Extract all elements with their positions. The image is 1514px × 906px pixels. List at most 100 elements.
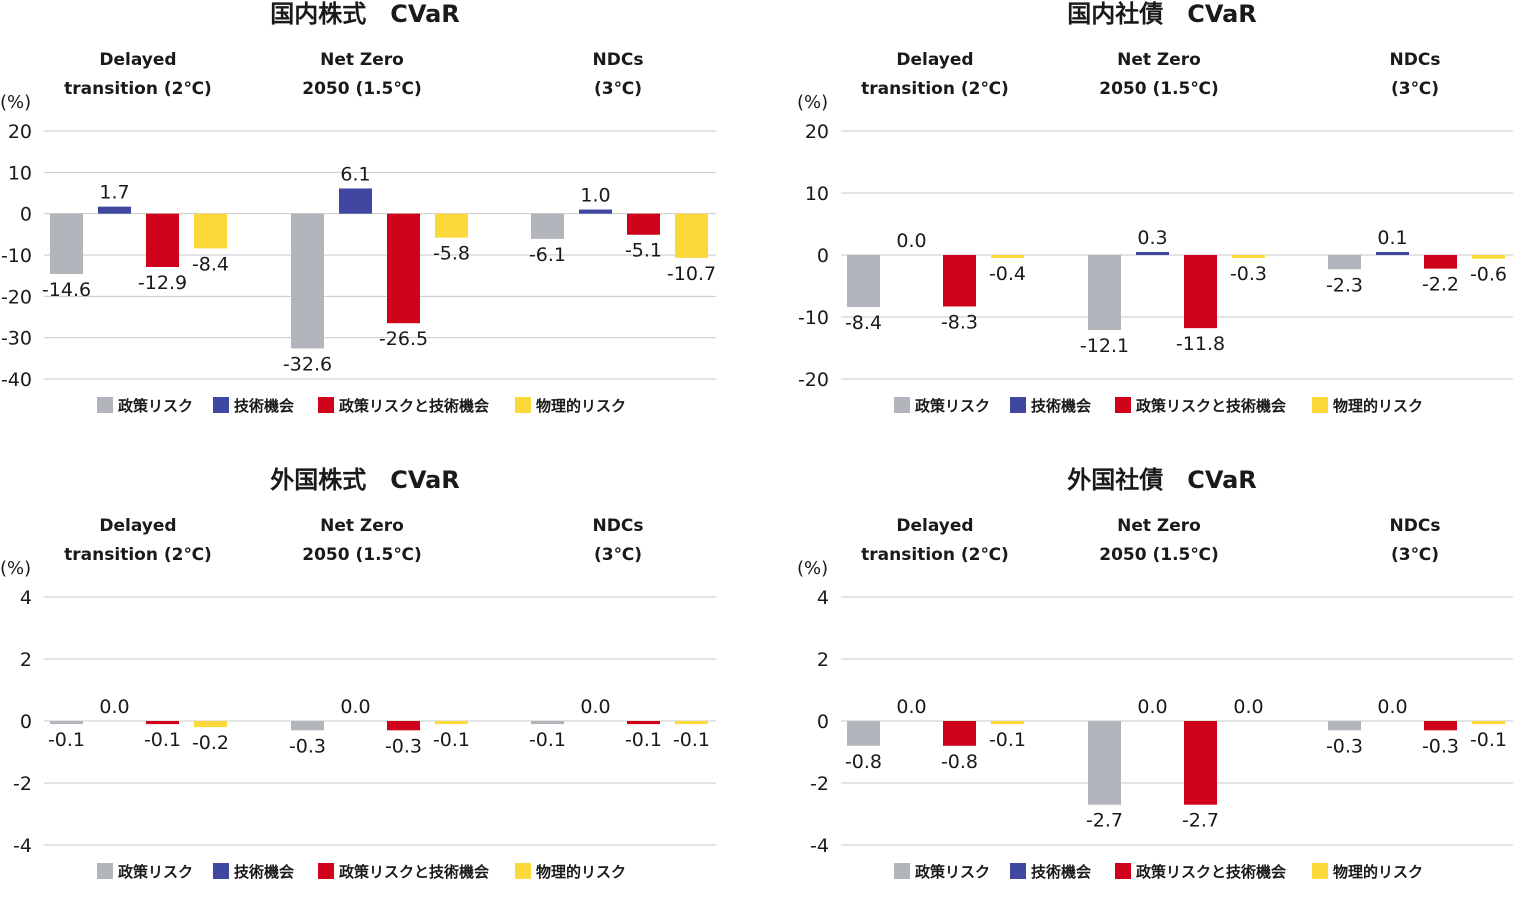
bar-ndcs-policy-risk: [1328, 721, 1361, 731]
bar-delayed-combined: [943, 721, 976, 746]
data-label: -8.4: [192, 253, 229, 275]
legend-swatch-physical-risk: [515, 397, 531, 413]
data-label: -11.8: [1176, 333, 1225, 355]
data-label: -0.1: [433, 729, 470, 751]
y-tick-label: 4: [20, 587, 32, 609]
legend-swatch-combined: [318, 863, 334, 879]
scenario-label-ndcs-line2: (3℃): [1391, 79, 1439, 99]
scenario-label-ndcs-line2: (3℃): [594, 79, 642, 99]
bar-ndcs-combined: [627, 721, 660, 725]
legend-swatch-policy-risk: [894, 397, 910, 413]
legend-label-combined: 政策リスクと技術機会: [339, 397, 489, 415]
y-tick-label: 10: [805, 183, 829, 205]
bar-netzero-combined: [1184, 255, 1217, 329]
bar-delayed-combined: [943, 255, 976, 307]
data-label: -0.1: [1470, 729, 1507, 751]
scenario-label-ndcs-line1: NDCs: [593, 516, 644, 536]
y-tick-label: -4: [13, 835, 32, 857]
y-tick-label: 20: [805, 121, 829, 143]
data-label: 0.0: [340, 696, 370, 718]
bar-ndcs-physical-risk: [675, 213, 708, 258]
scenario-label-delayed-line2: transition (2℃): [861, 545, 1009, 565]
data-label: -12.9: [138, 272, 187, 294]
bar-delayed-policy-risk: [847, 721, 880, 746]
bar-delayed-combined: [146, 721, 179, 725]
bar-netzero-tech-opportunity: [1136, 252, 1169, 255]
scenario-label-delayed-line2: transition (2℃): [861, 79, 1009, 99]
bar-netzero-combined: [387, 721, 420, 731]
scenario-label-ndcs-line2: (3℃): [594, 545, 642, 565]
bar-netzero-policy-risk: [291, 721, 324, 731]
data-label: -0.1: [144, 729, 181, 751]
bar-ndcs-physical-risk: [675, 721, 708, 725]
legend-label-physical-risk: 物理的リスク: [536, 863, 626, 881]
data-label: 6.1: [340, 163, 370, 185]
data-label: -0.3: [1230, 263, 1267, 285]
legend-swatch-combined: [1115, 397, 1131, 413]
scenario-label-delayed-line2: transition (2℃): [64, 79, 212, 99]
scenario-label-ndcs-line2: (3℃): [1391, 545, 1439, 565]
data-label: -2.7: [1182, 810, 1219, 832]
data-label: -32.6: [283, 353, 332, 375]
bar-ndcs-physical-risk: [1472, 255, 1505, 259]
data-label: -12.1: [1080, 335, 1129, 357]
data-label: -0.1: [673, 729, 710, 751]
chart-svg: 国内社債 CVaR Delayed transition (2℃) Net Zero 2…: [797, 0, 1513, 415]
scenario-label-ndcs-line1: NDCs: [1390, 50, 1441, 70]
legend-swatch-physical-risk: [1312, 863, 1328, 879]
y-axis-unit-label: (%): [797, 558, 828, 579]
scenario-label-netzero-line1: Net Zero: [1117, 516, 1201, 536]
y-axis-unit-label: (%): [0, 558, 31, 579]
y-tick-label: 20: [8, 121, 32, 143]
bar-ndcs-policy-risk: [1328, 255, 1361, 270]
data-label: -2.7: [1086, 810, 1123, 832]
bar-delayed-policy-risk: [50, 721, 83, 725]
data-label: -0.2: [192, 732, 229, 754]
legend-swatch-combined: [1115, 863, 1131, 879]
legend-swatch-tech-opportunity: [1010, 863, 1026, 879]
data-label: -5.1: [625, 240, 662, 262]
y-tick-label: 0: [20, 204, 32, 226]
bar-delayed-tech-opportunity: [98, 206, 131, 214]
chart-domestic-bonds: 国内社債 CVaR Delayed transition (2℃) Net Zero 2…: [797, 0, 1514, 440]
bar-ndcs-policy-risk: [531, 721, 564, 725]
bar-ndcs-combined: [1424, 255, 1457, 269]
data-label: -0.3: [1422, 735, 1459, 757]
y-tick-label: 2: [20, 649, 32, 671]
legend-swatch-combined: [318, 397, 334, 413]
data-label: -6.1: [529, 244, 566, 266]
scenario-label-ndcs-line1: NDCs: [593, 50, 644, 70]
legend-label-tech-opportunity: 技術機会: [1031, 397, 1091, 415]
bar-ndcs-policy-risk: [531, 213, 564, 239]
legend-label-policy-risk: 政策リスク: [915, 863, 990, 881]
data-label: -0.1: [529, 729, 566, 751]
bar-ndcs-tech-opportunity: [1376, 252, 1409, 255]
data-label: 1.0: [580, 185, 610, 207]
chart-domestic-equity: 国内株式 CVaR Delayed transition (2℃) Net Zero 2…: [0, 0, 760, 440]
legend-swatch-physical-risk: [1312, 397, 1328, 413]
data-label: -8.3: [941, 311, 978, 333]
y-tick-label: -20: [1, 286, 32, 308]
data-label: 0.1: [1377, 227, 1407, 249]
data-label: 1.7: [99, 182, 129, 204]
data-label: -0.6: [1470, 264, 1507, 286]
data-label: -26.5: [379, 328, 428, 350]
data-label: 0.0: [1377, 696, 1407, 718]
scenario-label-netzero-line1: Net Zero: [320, 50, 404, 70]
chart-title: 外国株式 CVaR: [270, 466, 460, 494]
legend-label-tech-opportunity: 技術機会: [234, 863, 294, 881]
data-label: 0.0: [896, 230, 926, 252]
bar-netzero-policy-risk: [1088, 255, 1121, 331]
data-label: -2.3: [1326, 274, 1363, 296]
bar-delayed-physical-risk: [991, 721, 1024, 725]
legend-label-physical-risk: 物理的リスク: [1333, 863, 1423, 881]
y-tick-label: 2: [817, 649, 829, 671]
legend-label-combined: 政策リスクと技術機会: [339, 863, 489, 881]
bar-netzero-policy-risk: [1088, 721, 1121, 805]
legend-swatch-policy-risk: [97, 863, 113, 879]
legend-swatch-physical-risk: [515, 863, 531, 879]
data-label: -0.3: [289, 735, 326, 757]
bar-netzero-physical-risk: [1232, 255, 1265, 258]
legend-swatch-tech-opportunity: [213, 863, 229, 879]
y-tick-label: 0: [20, 711, 32, 733]
